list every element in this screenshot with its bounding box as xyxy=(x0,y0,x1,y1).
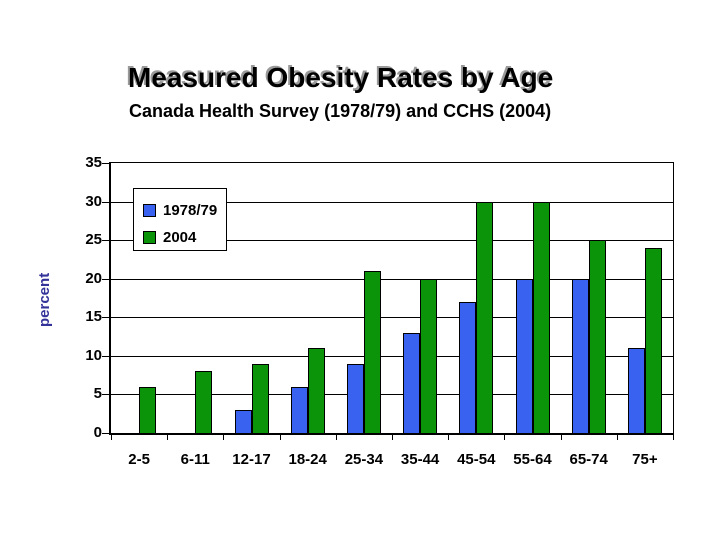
x-tick-mark xyxy=(616,434,618,440)
y-tick-mark xyxy=(102,355,109,357)
gridline xyxy=(111,355,673,357)
x-category-label: 25-34 xyxy=(344,451,384,468)
x-category-label: 2-5 xyxy=(128,451,150,468)
bar-1978-79 xyxy=(234,409,252,433)
legend-label-1978-79: 1978/79 xyxy=(163,202,218,219)
x-tick-mark xyxy=(111,434,112,440)
x-tick-mark xyxy=(167,434,169,440)
page-title: Measured Obesity Rates by Age xyxy=(128,62,554,93)
x-category-label: 18-24 xyxy=(288,451,327,468)
x-tick-mark xyxy=(560,434,562,440)
bar-1978-79 xyxy=(627,348,645,433)
y-tick-mark xyxy=(102,433,109,434)
x-category-label: 6-11 xyxy=(180,451,210,468)
y-tick-mark xyxy=(102,394,109,396)
x-tick-mark xyxy=(673,434,674,440)
x-tick-mark xyxy=(448,434,450,440)
y-tick-mark xyxy=(102,201,109,203)
x-category-label: 55-64 xyxy=(513,451,552,468)
x-category-label: 65-74 xyxy=(569,451,608,468)
legend-label-2004: 2004 xyxy=(163,229,197,246)
y-tick-label: 0 xyxy=(93,424,102,441)
gridline xyxy=(111,394,673,396)
y-axis-title: percent xyxy=(36,272,53,328)
bar-1978-79 xyxy=(459,301,477,433)
x-tick-mark xyxy=(279,434,281,440)
gridline xyxy=(111,317,673,319)
x-category-label: 35-44 xyxy=(400,451,440,468)
bar-2004 xyxy=(588,240,606,433)
y-tick-label: 20 xyxy=(85,269,102,287)
bar-1978-79 xyxy=(515,278,533,433)
x-category-label: 45-54 xyxy=(457,451,496,468)
bar-2004 xyxy=(363,271,381,433)
bar-1978-79 xyxy=(346,363,364,433)
legend-swatch-2004 xyxy=(143,231,156,244)
legend-row: 1978/79 xyxy=(143,197,226,224)
bar-2004 xyxy=(251,363,269,433)
bar-1978-79 xyxy=(290,386,308,433)
bar-2004 xyxy=(532,201,550,433)
x-tick-mark xyxy=(392,434,393,440)
y-tick-mark xyxy=(102,163,109,164)
x-category-label: 12-17 xyxy=(232,451,271,468)
y-tick-label: 30 xyxy=(85,192,102,210)
x-category-label: 75+ xyxy=(632,451,658,468)
y-tick-label: 15 xyxy=(85,308,102,326)
bar-1978-79 xyxy=(571,278,589,433)
bar-2004 xyxy=(644,247,662,433)
y-tick-mark xyxy=(102,240,109,242)
page-subtitle: Canada Health Survey (1978/79) and CCHS … xyxy=(129,101,552,121)
y-tick-label: 5 xyxy=(93,385,102,403)
y-tick-label: 10 xyxy=(85,346,102,364)
y-tick-label: 25 xyxy=(85,231,102,249)
bar-2004 xyxy=(139,386,157,433)
bar-2004 xyxy=(476,201,494,433)
bar-2004 xyxy=(195,371,213,433)
x-tick-mark xyxy=(504,434,506,440)
y-tick-mark xyxy=(102,317,109,319)
legend: 1978/79 2004 xyxy=(133,188,227,251)
bar-1978-79 xyxy=(403,332,421,433)
bar-2004 xyxy=(420,278,438,433)
gridline xyxy=(111,278,673,280)
gridline xyxy=(111,240,673,242)
plot-area xyxy=(109,162,674,435)
y-tick-label: 35 xyxy=(85,154,102,171)
gridline xyxy=(111,201,673,203)
x-tick-mark xyxy=(335,434,337,440)
y-tick-mark xyxy=(102,278,109,280)
legend-swatch-1978-79 xyxy=(143,204,156,217)
legend-row: 2004 xyxy=(143,224,226,251)
bar-2004 xyxy=(307,348,325,433)
x-tick-mark xyxy=(223,434,225,440)
